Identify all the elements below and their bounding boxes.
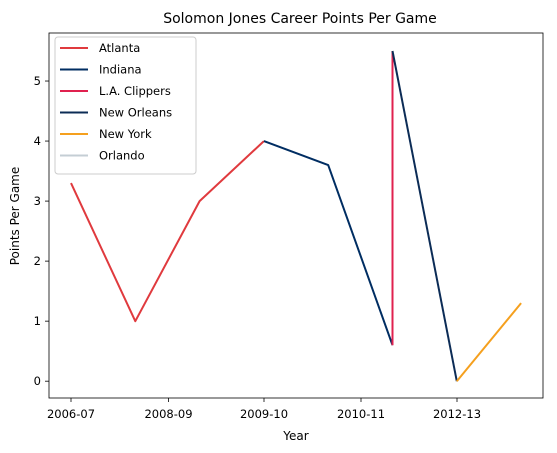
series-lines [70, 50, 522, 382]
series-line-new-york [456, 302, 522, 382]
x-axis: 2006-07 2008-09 2009-10 2010-11 2012-13 [47, 398, 481, 421]
legend-label-l-a-clippers: L.A. Clippers [99, 84, 171, 98]
y-tick-label: 1 [34, 314, 41, 328]
chart-title: Solomon Jones Career Points Per Game [163, 11, 437, 27]
legend-label-new-orleans: New Orleans [99, 106, 172, 120]
legend-label-new-york: New York [99, 127, 152, 141]
series-line-atlanta [70, 140, 265, 323]
legend-label-atlanta: Atlanta [99, 41, 140, 55]
x-tick-label: 2010-11 [337, 407, 385, 421]
x-tick-label: 2009-10 [240, 407, 288, 421]
series-line-new-orleans [391, 50, 458, 382]
y-tick-label: 0 [34, 374, 41, 388]
x-tick-label: 2012-13 [433, 407, 481, 421]
y-tick-label: 2 [34, 254, 41, 268]
legend-frame [54, 36, 197, 175]
legend-label-orlando: Orlando [99, 149, 145, 163]
x-tick-label: 2008-09 [144, 407, 192, 421]
series-line-indiana [263, 140, 394, 346]
y-tick-label: 5 [34, 74, 41, 88]
y-axis: 0 1 2 3 4 5 [34, 74, 49, 388]
y-tick-label: 4 [34, 134, 41, 148]
plot-frame [48, 32, 544, 399]
y-tick-label: 3 [34, 194, 41, 208]
x-axis-label: Year [282, 429, 308, 443]
y-axis-label: Points Per Game [8, 167, 22, 266]
legend: Atlanta Indiana L.A. Clippers New Orleans Ne… [54, 36, 197, 175]
legend-label-indiana: Indiana [99, 63, 142, 77]
x-tick-label: 2006-07 [47, 407, 95, 421]
